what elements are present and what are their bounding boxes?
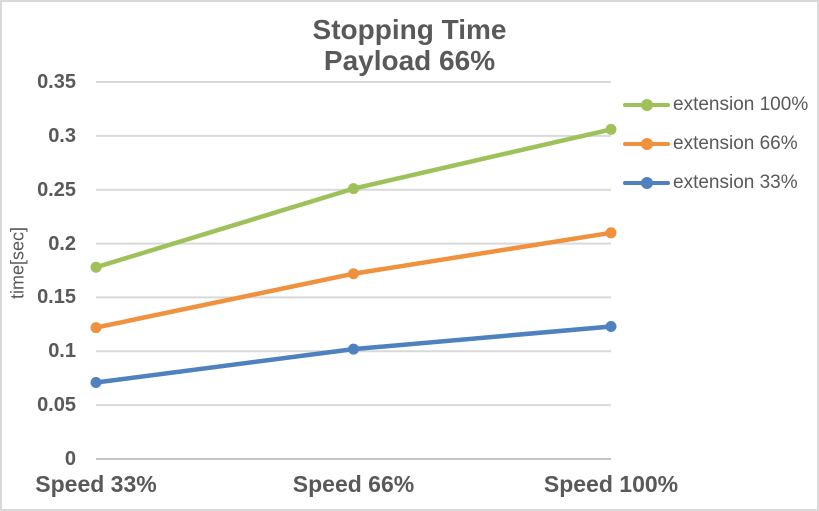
data-point-marker <box>348 268 359 280</box>
x-tick-label: Speed 66% <box>292 471 415 497</box>
series-line-extension-66- <box>93 230 614 330</box>
legend-dot <box>640 176 653 189</box>
y-tick-label: 0.1 <box>48 340 76 363</box>
legend: extension 100% extension 66% extension 33% <box>623 85 808 202</box>
chart-title: Stopping Time Payload 66% <box>2 14 817 76</box>
y-tick-label: 0.2 <box>48 232 76 255</box>
y-tick-label: 0.25 <box>37 178 76 201</box>
data-point-marker <box>605 227 617 239</box>
x-tick-label: Speed 33% <box>35 471 157 497</box>
y-tick-label: 0.15 <box>37 286 76 309</box>
legend-dot <box>640 137 653 150</box>
legend-line-marker-icon <box>623 98 670 111</box>
y-tick-label: 0.05 <box>37 394 76 417</box>
legend-label: extension 66% <box>673 132 798 154</box>
legend-item: extension 100% <box>623 85 808 124</box>
data-point-marker <box>90 322 102 334</box>
legend-item: extension 66% <box>623 124 808 163</box>
y-tick-label: 0.35 <box>37 71 76 93</box>
y-tick-label: 0.3 <box>48 124 76 147</box>
legend-label: extension 33% <box>673 171 798 193</box>
data-point-marker <box>605 321 617 333</box>
legend-line-marker-icon <box>623 176 670 189</box>
data-point-marker <box>348 343 359 355</box>
x-tick-label: Speed 100% <box>543 471 679 497</box>
data-point-marker <box>90 261 102 273</box>
legend-label: extension 100% <box>673 93 809 115</box>
legend-dot <box>640 98 653 111</box>
data-point-marker <box>605 123 617 135</box>
chart-title-line1: Stopping Time <box>312 14 507 45</box>
y-tick-label: 0 <box>64 448 76 470</box>
data-point-marker <box>90 377 102 389</box>
chart-title-line2: Payload 66% <box>323 45 496 76</box>
legend-line-marker-icon <box>623 137 670 150</box>
data-point-marker <box>348 183 359 195</box>
legend-item: extension 33% <box>623 163 808 202</box>
